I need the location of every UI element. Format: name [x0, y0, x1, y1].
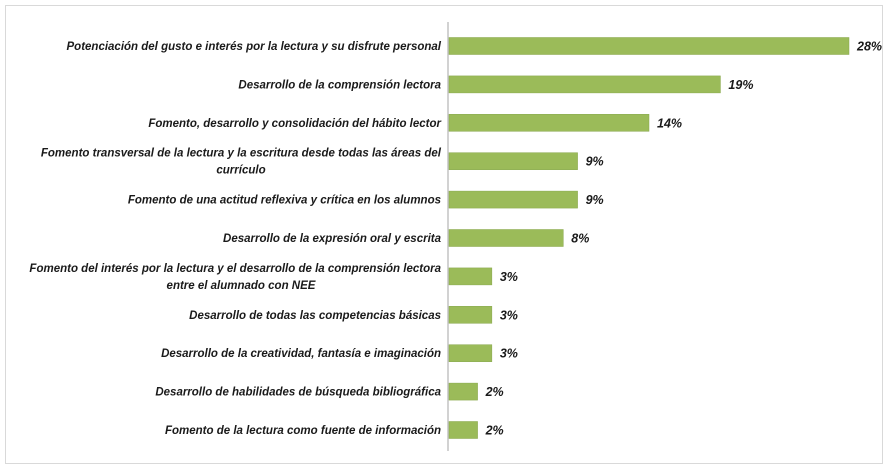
value-label: 8%	[571, 232, 589, 246]
category-label: Desarrollo de la comprensión lectora	[238, 79, 441, 91]
bar	[448, 382, 478, 401]
category-label: Fomento de una actitud reflexiva y críti…	[128, 195, 441, 207]
value-label: 3%	[500, 270, 518, 284]
bar	[448, 421, 478, 439]
value-label: 3%	[500, 308, 518, 322]
value-label: 14%	[657, 116, 682, 130]
category-label: Desarrollo de la expresión oral y escrit…	[223, 233, 442, 245]
bar	[448, 344, 493, 362]
value-label: 3%	[500, 347, 518, 361]
chart-frame	[5, 5, 883, 464]
category-label: Fomento de la lectura como fuente de inf…	[165, 425, 441, 437]
category-label: Desarrollo de todas las competencias bás…	[189, 310, 441, 322]
value-label: 28%	[856, 40, 882, 54]
value-label: 2%	[485, 385, 504, 399]
category-label: Fomento transversal de la lectura y la e…	[41, 148, 442, 160]
category-label: Desarrollo de la creatividad, fantasía e…	[161, 348, 441, 360]
category-label: Fomento, desarrollo y consolidación del …	[148, 118, 441, 130]
category-label: entre el alumnado con NEE	[167, 280, 316, 292]
bar	[448, 306, 493, 324]
bar	[448, 75, 721, 94]
bar	[448, 114, 650, 132]
bar	[448, 229, 564, 247]
value-label: 9%	[586, 193, 604, 207]
value-label: 2%	[485, 424, 504, 438]
category-label: currículo	[216, 165, 265, 177]
bar	[448, 190, 578, 209]
bar	[448, 267, 493, 286]
bar	[448, 37, 850, 55]
value-label: 9%	[586, 155, 604, 169]
value-label: 19%	[728, 78, 753, 92]
category-label: Fomento del interés por la lectura y el …	[29, 263, 441, 275]
bar	[448, 152, 578, 170]
category-label: Desarrollo de habilidades de búsqueda bi…	[155, 387, 441, 399]
category-label: Potenciación del gusto e interés por la …	[67, 41, 442, 53]
